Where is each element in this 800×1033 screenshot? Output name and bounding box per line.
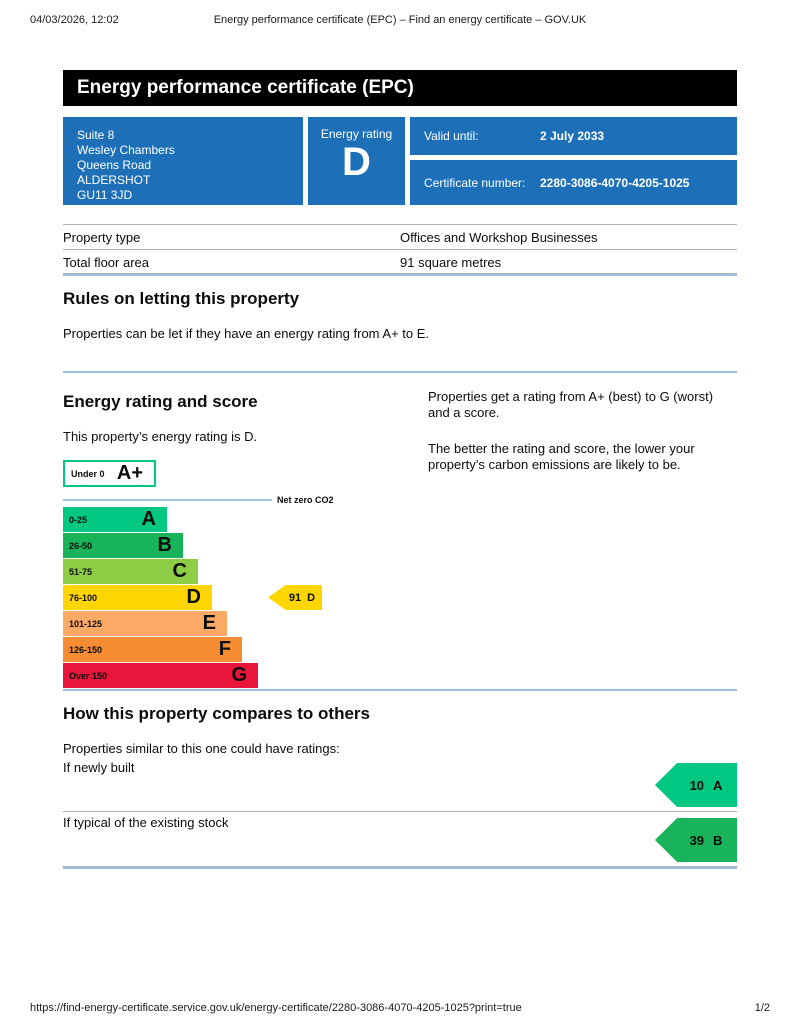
band-e: 101-125 E — [63, 611, 227, 636]
band-row-a-plus: Under 0 A+ — [63, 460, 403, 487]
certificate-number-value: 2280-3086-4070-4205-1025 — [540, 175, 690, 190]
band-letter: E — [202, 612, 216, 634]
band-range-label: 126-150 — [69, 644, 103, 655]
net-zero-line — [63, 499, 272, 501]
current-score: 91 — [288, 591, 302, 604]
band-letter: D — [186, 586, 201, 608]
band-g: Over 150 G — [63, 663, 258, 688]
rating-heading: Energy rating and score — [63, 392, 258, 411]
floor-area-value: 91 square metres — [400, 255, 502, 270]
compare-heading: How this property compares to others — [63, 704, 370, 723]
certificate-banner: Energy performance certificate (EPC) — [63, 70, 737, 106]
compare-intro: Properties similar to this one could hav… — [63, 741, 340, 756]
property-details-table: Property type Offices and Workshop Busin… — [63, 224, 737, 274]
band-range-label: 101-125 — [69, 618, 103, 629]
summary-right-column: Valid until: 2 July 2033 Certificate num… — [410, 117, 737, 205]
band-row-a: 0-25 A — [63, 507, 403, 532]
band-a-plus: Under 0 A+ — [63, 460, 156, 487]
print-page-title: Energy performance certificate (EPC) – F… — [213, 14, 587, 26]
band-range-label: Under 0 — [71, 468, 105, 479]
energy-rating-chart: Under 0 A+ Net zero CO2 0-25 A — [63, 460, 403, 688]
compare-score: 39 — [689, 832, 705, 848]
band-letter: F — [218, 638, 231, 660]
certificate-content: Energy performance certificate (EPC) Sui… — [63, 70, 737, 869]
print-header: 04/03/2026, 12:02 Energy performance cer… — [30, 14, 770, 26]
section-divider — [63, 867, 737, 869]
band-b: 26-50 B — [63, 533, 183, 558]
net-zero-marker: Net zero CO2 — [63, 493, 403, 507]
section-divider — [63, 274, 737, 276]
rating-intro: This property’s energy rating is D. — [63, 429, 258, 444]
rating-section-right: Properties get a rating from A+ (best) t… — [428, 373, 730, 689]
rating-explainer-2: The better the rating and score, the low… — [428, 441, 695, 472]
band-range-label: 26-50 — [69, 540, 93, 551]
compare-row-existing-stock: If typical of the existing stock 39 B — [63, 812, 737, 867]
band-range-label: 76-100 — [69, 592, 98, 603]
band-letter: A+ — [116, 462, 143, 484]
property-type-value: Offices and Workshop Businesses — [400, 230, 598, 245]
compare-row-newly-built: If newly built 10 A — [63, 757, 737, 812]
table-row: Total floor area 91 square metres — [63, 249, 737, 274]
certificate-number-label: Certificate number: — [424, 175, 526, 190]
valid-until-label: Valid until: — [424, 129, 479, 143]
valid-until-box: Valid until: 2 July 2033 — [410, 117, 737, 155]
band-row-c: 51-75 C — [63, 559, 403, 584]
energy-rating-label: Energy rating — [320, 127, 393, 141]
band-c: 51-75 C — [63, 559, 198, 584]
rules-body: Properties can be let if they have an en… — [63, 326, 430, 341]
current-score-arrow: 91 D — [268, 585, 322, 610]
band-range-label: 0-25 — [69, 514, 88, 525]
band-range-label: Over 150 — [69, 670, 108, 681]
compare-row-label: If newly built — [63, 760, 135, 775]
summary-boxes: Suite 8 Wesley Chambers Queens Road ALDE… — [63, 117, 737, 205]
band-letter: G — [231, 664, 247, 686]
address-line-1: Suite 8 — [77, 128, 115, 142]
compare-band: B — [713, 832, 723, 848]
current-band: D — [307, 591, 316, 604]
address-line-4: ALDERSHOT — [77, 173, 151, 187]
rules-heading: Rules on letting this property — [63, 289, 300, 308]
band-row-d: 76-100 D 91 D — [63, 585, 403, 610]
address-line-3: Queens Road — [77, 158, 152, 172]
print-datetime: 04/03/2026, 12:02 — [30, 14, 119, 26]
section-divider — [63, 689, 737, 691]
address-line-5: GU11 3JD — [77, 188, 133, 202]
band-row-g: Over 150 G — [63, 663, 403, 688]
band-row-f: 126-150 F — [63, 637, 403, 662]
table-row: Property type Offices and Workshop Busin… — [63, 224, 737, 249]
energy-rating-value: D — [342, 140, 371, 184]
band-letter: C — [172, 560, 187, 582]
compare-row-label: If typical of the existing stock — [63, 815, 229, 830]
print-page-number: 1/2 — [754, 1002, 770, 1014]
band-row-e: 101-125 E — [63, 611, 403, 636]
floor-area-label: Total floor area — [63, 255, 149, 270]
band-letter: B — [157, 534, 172, 556]
valid-until-value: 2 July 2033 — [540, 129, 605, 143]
band-letter: A — [141, 508, 156, 530]
compare-score: 10 — [689, 777, 705, 793]
property-type-label: Property type — [63, 230, 141, 245]
compare-band: A — [713, 777, 723, 793]
rating-section: Energy rating and score This property’s … — [63, 373, 737, 689]
certificate-number-box: Certificate number: 2280-3086-4070-4205-… — [410, 160, 737, 205]
band-f: 126-150 F — [63, 637, 242, 662]
address-line-2: Wesley Chambers — [77, 143, 175, 157]
property-address: Suite 8 Wesley Chambers Queens Road ALDE… — [63, 117, 303, 205]
net-zero-label: Net zero CO2 — [277, 495, 334, 505]
rating-section-left: Energy rating and score This property’s … — [63, 373, 428, 689]
band-d: 76-100 D — [63, 585, 212, 610]
band-range-label: 51-75 — [69, 566, 93, 577]
print-url: https://find-energy-certificate.service.… — [30, 1002, 522, 1014]
section-divider — [63, 371, 737, 373]
print-footer: https://find-energy-certificate.service.… — [30, 1002, 770, 1014]
band-a: 0-25 A — [63, 507, 167, 532]
energy-rating-box: Energy rating D — [308, 117, 405, 205]
rating-explainer-1: Properties get a rating from A+ (best) t… — [428, 389, 714, 420]
band-row-b: 26-50 B — [63, 533, 403, 558]
